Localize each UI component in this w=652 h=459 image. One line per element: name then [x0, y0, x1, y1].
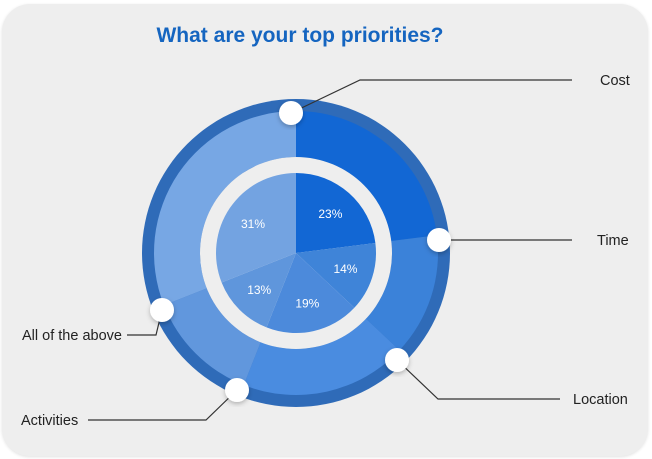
- pie-slice-23: [296, 173, 376, 253]
- outer-segment-cost: [296, 111, 437, 241]
- category-label-time: Time: [597, 233, 629, 249]
- pct-label: 13%: [247, 283, 271, 297]
- pct-label: 19%: [295, 297, 319, 311]
- category-label-cost: Cost: [600, 73, 630, 89]
- callout-dot-all-of-the-above: [150, 298, 174, 322]
- category-label-location: Location: [573, 392, 628, 408]
- callout-dot-activities: [225, 378, 249, 402]
- pct-label: 23%: [318, 207, 342, 221]
- chart-title: What are your top priorities?: [156, 24, 444, 47]
- pie-slice-19: [266, 253, 355, 333]
- outer-segment-location: [243, 318, 400, 395]
- pct-label: 14%: [333, 262, 357, 276]
- outer-segment-activities: [163, 288, 261, 386]
- pie-slice-14: [296, 242, 376, 308]
- pie-slice-13: [221, 253, 296, 328]
- pie-slice-31: [216, 173, 296, 283]
- pct-label: 31%: [241, 217, 265, 231]
- callout-line-activities: [88, 389, 238, 421]
- outer-segment-time: [365, 235, 438, 351]
- category-label-all-of-the-above: All of the above: [22, 328, 122, 344]
- callout-dot-cost: [279, 101, 303, 125]
- callout-line-location: [396, 359, 560, 400]
- category-label-activities: Activities: [21, 413, 78, 429]
- callout-line-cost: [290, 79, 572, 114]
- callout-dot-time: [427, 228, 451, 252]
- outer-segment-all-of-the-above: [153, 111, 296, 306]
- callout-dot-location: [385, 348, 409, 372]
